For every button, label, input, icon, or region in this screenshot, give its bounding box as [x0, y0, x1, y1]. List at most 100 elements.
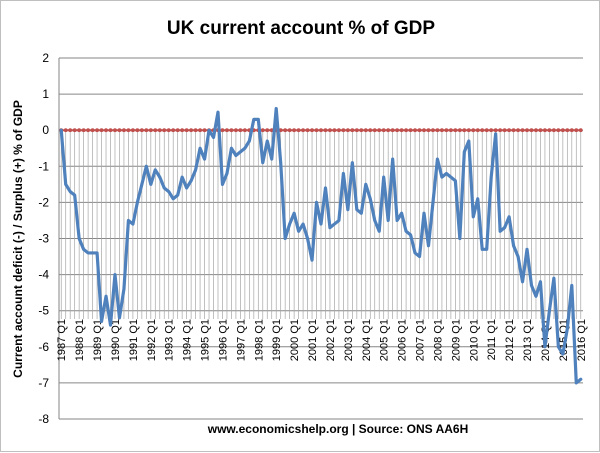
zero-marker	[202, 128, 207, 133]
data-point	[557, 345, 560, 348]
zero-marker	[381, 128, 386, 133]
zero-marker	[68, 128, 73, 133]
x-tick-label: 1998 Q1	[253, 319, 265, 361]
zero-marker	[565, 128, 570, 133]
zero-marker	[301, 128, 305, 133]
data-point	[338, 219, 341, 222]
zero-marker	[475, 128, 480, 133]
y-tick-label: 2	[42, 51, 49, 65]
zero-marker	[569, 128, 574, 133]
zero-marker	[130, 128, 135, 133]
zero-marker	[314, 128, 319, 133]
data-point	[333, 223, 336, 226]
data-point	[315, 201, 318, 204]
zero-marker	[63, 128, 68, 133]
zero-marker	[507, 128, 512, 133]
zero-marker	[229, 128, 234, 133]
data-point	[217, 111, 220, 114]
data-point	[172, 197, 175, 200]
zero-marker	[390, 128, 395, 133]
data-point	[311, 259, 314, 262]
zero-marker	[538, 128, 543, 133]
zero-marker	[574, 128, 579, 133]
zero-marker	[292, 128, 297, 133]
data-point	[212, 136, 215, 139]
zero-marker	[547, 128, 552, 133]
data-point	[436, 158, 439, 161]
zero-marker	[543, 128, 547, 133]
data-point	[302, 223, 305, 226]
data-point	[145, 165, 148, 168]
x-tick-label: 2005 Q1	[379, 319, 391, 361]
zero-marker	[108, 128, 113, 133]
zero-marker	[296, 128, 301, 133]
y-tick-label: 0	[42, 123, 49, 137]
zero-marker	[193, 128, 198, 133]
zero-marker	[260, 128, 265, 133]
zero-marker	[466, 128, 471, 133]
x-axis-ticks: 1987 Q1 1988 Q1 1989 Q1 1990 Q1 1991 Q1 1992 …	[56, 319, 588, 361]
zero-marker	[529, 128, 534, 133]
data-point	[270, 158, 273, 161]
x-tick-label: 2013 Q1	[522, 319, 534, 361]
data-point	[203, 158, 206, 161]
zero-marker	[122, 128, 126, 133]
zero-marker	[144, 128, 149, 133]
data-point	[208, 129, 211, 132]
x-tick-label: 1993 Q1	[164, 319, 176, 361]
x-tick-label: 2016 Q1	[576, 319, 588, 361]
data-point	[351, 161, 354, 164]
data-point	[248, 140, 251, 143]
data-point	[346, 208, 349, 211]
data-point	[409, 233, 412, 236]
zero-marker	[175, 128, 180, 133]
zero-marker	[399, 128, 404, 133]
data-point	[275, 107, 278, 110]
zero-marker	[363, 128, 368, 133]
data-point	[158, 176, 161, 179]
data-point	[418, 255, 421, 258]
data-point	[544, 345, 547, 348]
zero-marker	[453, 128, 458, 133]
data-point	[445, 172, 448, 175]
zero-marker	[180, 128, 185, 133]
data-point	[454, 179, 457, 182]
x-tick-label: 1990 Q1	[110, 319, 122, 361]
zero-marker	[372, 128, 377, 133]
zero-marker	[162, 128, 167, 133]
data-point	[109, 324, 112, 327]
zero-marker	[368, 128, 373, 133]
data-point	[235, 154, 238, 157]
data-point	[539, 280, 542, 283]
zero-marker	[337, 128, 341, 133]
data-point	[140, 183, 143, 186]
data-point	[414, 252, 417, 255]
data-point	[239, 150, 242, 153]
data-point	[463, 150, 466, 153]
zero-marker	[480, 128, 485, 133]
x-tick-label: 1995 Q1	[200, 319, 212, 361]
data-point	[149, 183, 152, 186]
zero-marker	[484, 128, 489, 133]
zero-marker	[265, 128, 270, 133]
x-tick-label: 1994 Q1	[182, 319, 194, 361]
x-tick-label: 2002 Q1	[325, 319, 337, 361]
data-point	[199, 147, 202, 150]
zero-marker	[341, 128, 346, 133]
zero-marker	[95, 128, 99, 133]
y-tick-label: -6	[38, 340, 49, 354]
zero-marker	[359, 128, 364, 133]
data-point	[552, 277, 555, 280]
data-point	[423, 212, 426, 215]
x-tick-label: 1991 Q1	[128, 319, 140, 361]
zero-marker	[86, 128, 91, 133]
zero-marker	[99, 128, 104, 133]
data-point	[548, 309, 551, 312]
zero-marker	[502, 128, 507, 133]
data-point	[154, 169, 157, 172]
zero-marker	[444, 128, 449, 133]
data-point	[373, 219, 376, 222]
data-point	[494, 132, 497, 135]
data-point	[512, 244, 515, 247]
